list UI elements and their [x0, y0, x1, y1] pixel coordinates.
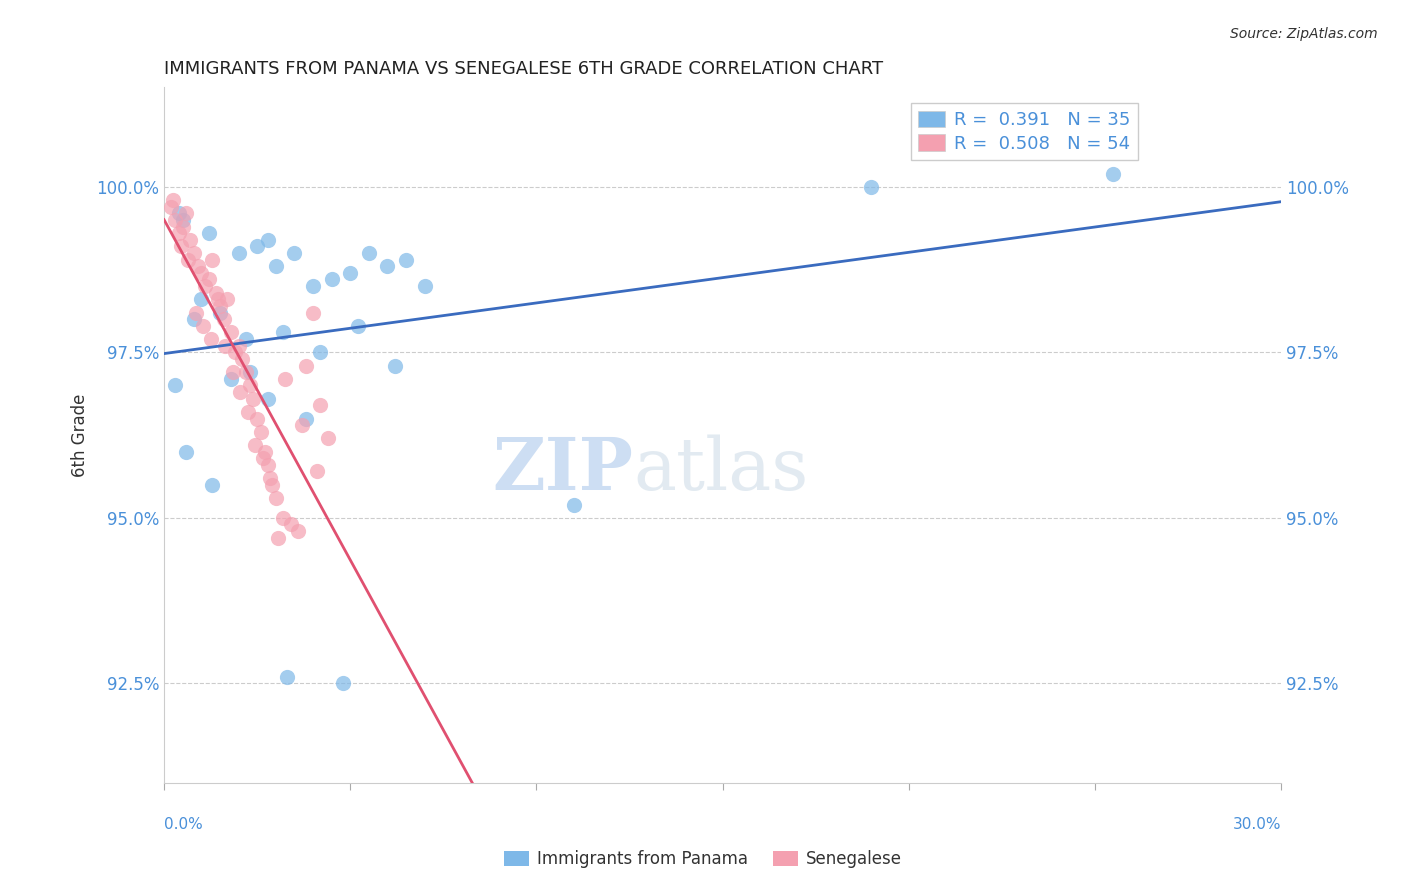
Senegalese — [208, 299, 231, 313]
Immigrants from Panama — [309, 345, 332, 359]
Senegalese — [201, 252, 224, 267]
Senegalese — [287, 524, 309, 538]
Senegalese — [252, 451, 274, 466]
Senegalese — [316, 431, 339, 445]
Immigrants from Panama — [377, 259, 399, 273]
Senegalese — [222, 365, 245, 379]
Senegalese — [183, 246, 205, 260]
Text: 0.0%: 0.0% — [165, 817, 202, 832]
Senegalese — [217, 293, 239, 307]
Immigrants from Panama — [235, 332, 257, 346]
Immigrants from Panama — [271, 326, 294, 340]
Senegalese — [165, 213, 187, 227]
Y-axis label: 6th Grade: 6th Grade — [72, 393, 89, 476]
Immigrants from Panama — [167, 206, 190, 220]
Senegalese — [266, 531, 288, 545]
Text: ZIP: ZIP — [492, 434, 633, 506]
Senegalese — [274, 372, 297, 386]
Senegalese — [253, 444, 276, 458]
Senegalese — [246, 411, 269, 425]
Immigrants from Panama — [294, 411, 316, 425]
Senegalese — [250, 425, 273, 439]
Immigrants from Panama — [201, 477, 224, 491]
Senegalese — [229, 385, 252, 400]
Immigrants from Panama — [208, 305, 231, 319]
Senegalese — [219, 326, 242, 340]
Senegalese — [224, 345, 246, 359]
Senegalese — [170, 239, 193, 253]
Legend: R =  0.391   N = 35, R =  0.508   N = 54: R = 0.391 N = 35, R = 0.508 N = 54 — [911, 103, 1137, 160]
Senegalese — [191, 318, 214, 333]
Senegalese — [302, 305, 325, 319]
Senegalese — [228, 339, 250, 353]
Senegalese — [235, 365, 257, 379]
Immigrants from Panama — [264, 259, 287, 273]
Senegalese — [271, 511, 294, 525]
Immigrants from Panama — [257, 392, 280, 406]
Immigrants from Panama — [246, 239, 269, 253]
Text: 30.0%: 30.0% — [1233, 817, 1281, 832]
Senegalese — [239, 378, 262, 392]
Senegalese — [207, 293, 229, 307]
Immigrants from Panama — [357, 246, 380, 260]
Immigrants from Panama — [228, 246, 250, 260]
Senegalese — [172, 219, 194, 234]
Senegalese — [242, 392, 264, 406]
Immigrants from Panama — [219, 372, 242, 386]
Senegalese — [212, 312, 235, 326]
Senegalese — [190, 266, 212, 280]
Immigrants from Panama — [257, 233, 280, 247]
Immigrants from Panama — [276, 670, 298, 684]
Senegalese — [162, 193, 184, 207]
Senegalese — [280, 517, 302, 532]
Immigrants from Panama — [302, 279, 325, 293]
Senegalese — [259, 471, 281, 485]
Senegalese — [184, 305, 207, 319]
Senegalese — [257, 458, 280, 472]
Senegalese — [264, 491, 287, 505]
Immigrants from Panama — [165, 378, 187, 392]
Immigrants from Panama — [339, 266, 361, 280]
Immigrants from Panama — [190, 293, 212, 307]
Immigrants from Panama — [321, 272, 343, 286]
Senegalese — [200, 332, 222, 346]
Immigrants from Panama — [346, 318, 368, 333]
Senegalese — [205, 285, 228, 300]
Text: Source: ZipAtlas.com: Source: ZipAtlas.com — [1230, 27, 1378, 41]
Immigrants from Panama — [283, 246, 305, 260]
Text: IMMIGRANTS FROM PANAMA VS SENEGALESE 6TH GRADE CORRELATION CHART: IMMIGRANTS FROM PANAMA VS SENEGALESE 6TH… — [165, 60, 883, 78]
Senegalese — [260, 477, 283, 491]
Immigrants from Panama — [332, 676, 354, 690]
Immigrants from Panama — [183, 312, 205, 326]
Senegalese — [177, 252, 200, 267]
Immigrants from Panama — [413, 279, 436, 293]
Text: atlas: atlas — [633, 434, 808, 505]
Senegalese — [160, 200, 183, 214]
Immigrants from Panama — [172, 213, 194, 227]
Immigrants from Panama — [384, 359, 406, 373]
Senegalese — [305, 465, 328, 479]
Senegalese — [194, 279, 217, 293]
Senegalese — [167, 226, 190, 240]
Immigrants from Panama — [1102, 167, 1125, 181]
Senegalese — [231, 351, 253, 366]
Immigrants from Panama — [860, 179, 883, 194]
Senegalese — [294, 359, 316, 373]
Senegalese — [214, 339, 236, 353]
Immigrants from Panama — [239, 365, 262, 379]
Immigrants from Panama — [197, 226, 219, 240]
Senegalese — [291, 418, 314, 433]
Legend: Immigrants from Panama, Senegalese: Immigrants from Panama, Senegalese — [496, 844, 910, 875]
Immigrants from Panama — [562, 498, 585, 512]
Senegalese — [236, 405, 259, 419]
Senegalese — [197, 272, 219, 286]
Senegalese — [179, 233, 201, 247]
Senegalese — [245, 438, 267, 452]
Immigrants from Panama — [176, 444, 198, 458]
Immigrants from Panama — [395, 252, 418, 267]
Senegalese — [309, 398, 332, 412]
Senegalese — [187, 259, 209, 273]
Senegalese — [176, 206, 198, 220]
